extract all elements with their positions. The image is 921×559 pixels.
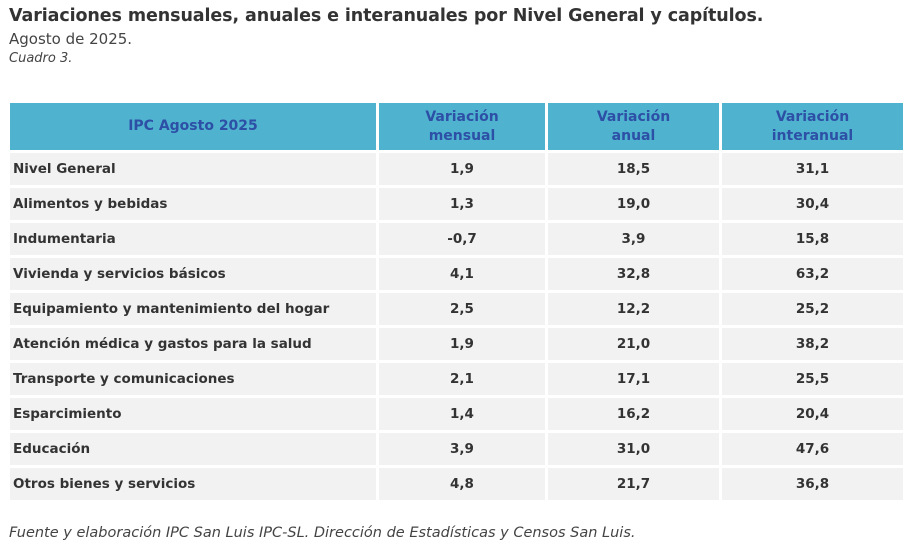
table-row: Educación 3,9 31,0 47,6	[10, 433, 903, 465]
cell-anual: 21,7	[548, 468, 719, 500]
cell-mensual: 1,9	[379, 328, 545, 360]
cell-interanual: 47,6	[722, 433, 903, 465]
cell-mensual: 2,1	[379, 363, 545, 395]
row-label: Educación	[10, 433, 376, 465]
cell-mensual: 1,9	[379, 153, 545, 185]
row-label: Equipamiento y mantenimiento del hogar	[10, 293, 376, 325]
cell-anual: 16,2	[548, 398, 719, 430]
source-note: Fuente y elaboración IPC San Luis IPC-SL…	[9, 525, 636, 541]
column-header-line: Variación	[425, 108, 499, 125]
page-subtitle: Agosto de 2025.	[9, 30, 133, 48]
table-row: Nivel General 1,9 18,5 31,1	[10, 153, 903, 185]
row-label: Alimentos y bebidas	[10, 188, 376, 220]
cell-anual: 19,0	[548, 188, 719, 220]
table-header: IPC Agosto 2025 Variación mensual Variac…	[10, 103, 903, 150]
column-header-line: anual	[611, 127, 656, 144]
cell-interanual: 25,2	[722, 293, 903, 325]
table-row: Equipamiento y mantenimiento del hogar 2,…	[10, 293, 903, 325]
cell-mensual: 1,3	[379, 188, 545, 220]
table-body: Nivel General 1,9 18,5 31,1 Alimentos y bebi…	[10, 153, 903, 500]
cell-interanual: 30,4	[722, 188, 903, 220]
column-header-line: interanual	[771, 127, 854, 144]
column-header-line: IPC Agosto 2025	[128, 118, 258, 134]
cell-anual: 32,8	[548, 258, 719, 290]
cell-mensual: 4,1	[379, 258, 545, 290]
row-label: Nivel General	[10, 153, 376, 185]
cell-anual: 17,1	[548, 363, 719, 395]
table-row: Atención médica y gastos para la salud 1,…	[10, 328, 903, 360]
row-label: Esparcimiento	[10, 398, 376, 430]
cell-mensual: 2,5	[379, 293, 545, 325]
column-header-line: Variación	[775, 108, 850, 125]
column-header-line: Variación	[596, 108, 671, 125]
column-header-ipc: IPC Agosto 2025	[10, 103, 376, 150]
cell-mensual: 3,9	[379, 433, 545, 465]
column-header-line: mensual	[428, 127, 496, 144]
cell-interanual: 38,2	[722, 328, 903, 360]
row-label: Indumentaria	[10, 223, 376, 255]
cell-interanual: 20,4	[722, 398, 903, 430]
table-row: Indumentaria -0,7 3,9 15,8	[10, 223, 903, 255]
cell-mensual: 1,4	[379, 398, 545, 430]
table-row: Vivienda y servicios básicos 4,1 32,8 63,2	[10, 258, 903, 290]
row-label: Transporte y comunicaciones	[10, 363, 376, 395]
column-header-anual: Variación anual	[548, 103, 719, 150]
cell-anual: 21,0	[548, 328, 719, 360]
table-row: Alimentos y bebidas 1,3 19,0 30,4	[10, 188, 903, 220]
cell-interanual: 36,8	[722, 468, 903, 500]
column-header-interanual: Variación interanual	[722, 103, 903, 150]
row-label: Otros bienes y servicios	[10, 468, 376, 500]
row-label: Vivienda y servicios básicos	[10, 258, 376, 290]
ipc-table: IPC Agosto 2025 Variación mensual Variac…	[7, 100, 906, 503]
cell-interanual: 31,1	[722, 153, 903, 185]
page-title: Variaciones mensuales, anuales e interan…	[9, 6, 764, 26]
cell-anual: 3,9	[548, 223, 719, 255]
row-label: Atención médica y gastos para la salud	[10, 328, 376, 360]
table-caption: Cuadro 3.	[9, 51, 73, 66]
table-row: Esparcimiento 1,4 16,2 20,4	[10, 398, 903, 430]
cell-interanual: 63,2	[722, 258, 903, 290]
cell-mensual: -0,7	[379, 223, 545, 255]
cell-interanual: 25,5	[722, 363, 903, 395]
table-row: Transporte y comunicaciones 2,1 17,1 25,5	[10, 363, 903, 395]
cell-anual: 18,5	[548, 153, 719, 185]
cell-anual: 31,0	[548, 433, 719, 465]
column-header-mensual: Variación mensual	[379, 103, 545, 150]
header-row: IPC Agosto 2025 Variación mensual Variac…	[10, 103, 903, 150]
cell-interanual: 15,8	[722, 223, 903, 255]
table-row: Otros bienes y servicios 4,8 21,7 36,8	[10, 468, 903, 500]
cell-anual: 12,2	[548, 293, 719, 325]
cell-mensual: 4,8	[379, 468, 545, 500]
